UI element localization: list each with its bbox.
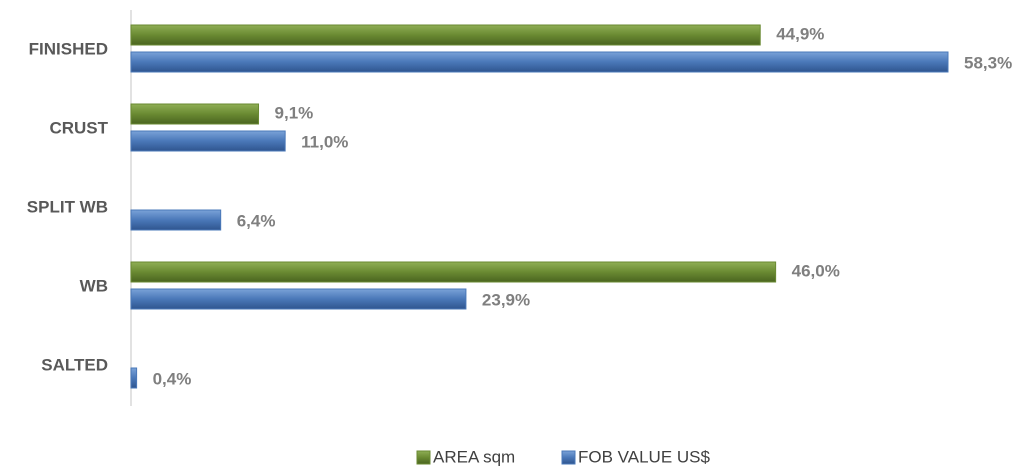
value-label: 44,9% [776,24,824,43]
value-label: 58,3% [964,53,1012,72]
category-label: SALTED [41,355,108,374]
bar [130,24,761,46]
legend-label: FOB VALUE US$ [578,447,710,466]
bar [130,209,222,231]
value-label: 46,0% [792,261,840,280]
category-label: FINISHED [29,39,108,58]
legend-label: AREA sqm [433,447,515,466]
bar [130,130,286,152]
value-label: 9,1% [275,103,314,122]
bar [130,367,138,389]
bar [130,103,260,125]
value-label: 0,4% [153,369,192,388]
category-label: WB [80,276,108,295]
legend-swatch [561,450,576,465]
bar [130,51,949,73]
value-label: 6,4% [237,211,276,230]
category-label: CRUST [49,118,108,137]
bar [130,261,777,283]
legend-swatch [416,450,431,465]
category-label: SPLIT WB [27,197,108,216]
value-label: 23,9% [482,290,530,309]
bar [130,288,467,310]
value-label: 11,0% [301,132,348,151]
